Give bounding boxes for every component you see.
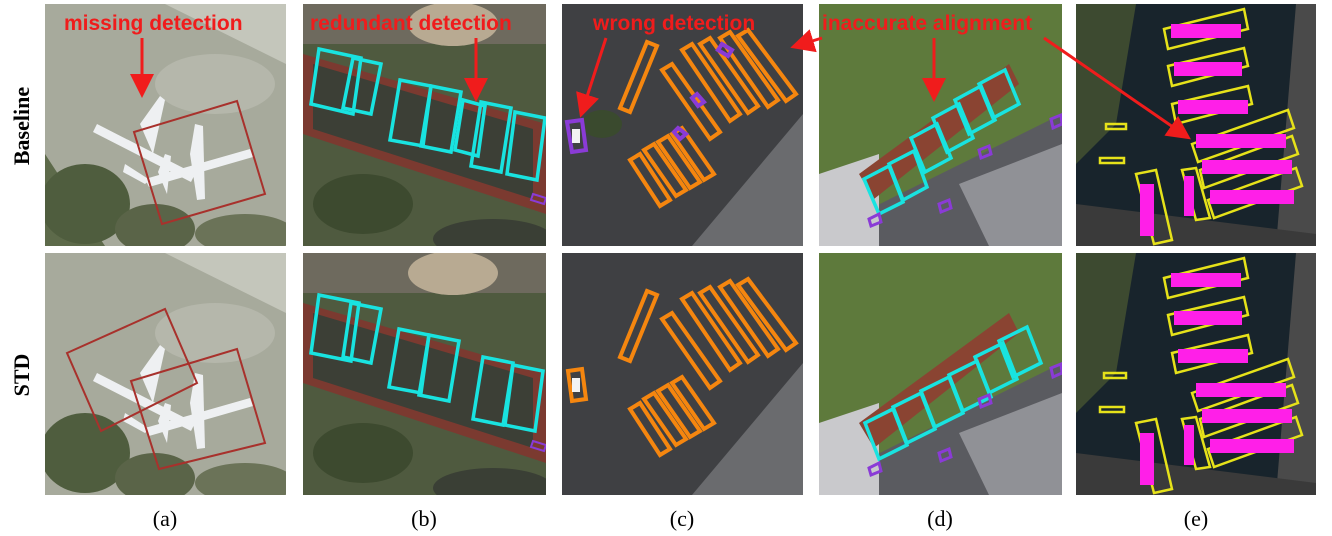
panel-b-std	[303, 253, 546, 495]
panel-e-baseline	[1076, 4, 1316, 246]
panel-d-baseline	[819, 4, 1062, 246]
detection-box	[132, 99, 267, 226]
caption-c: (c)	[669, 506, 695, 531]
panel-a-std	[45, 253, 286, 495]
row-label-std: STD	[9, 353, 34, 397]
panel-c-baseline	[562, 4, 803, 246]
panel-e-std	[1076, 253, 1316, 495]
caption-d: (d)	[927, 506, 953, 531]
panel-b-baseline	[303, 4, 546, 246]
panel-d-std	[819, 253, 1062, 495]
panel-c-std	[562, 253, 803, 495]
row-label-baseline: Baseline	[9, 86, 34, 166]
airplane-2	[145, 124, 253, 200]
caption-e: (e)	[1183, 506, 1209, 531]
caption-a: (a)	[152, 506, 178, 531]
caption-b: (b)	[411, 506, 437, 531]
panel-a-baseline	[45, 4, 286, 246]
